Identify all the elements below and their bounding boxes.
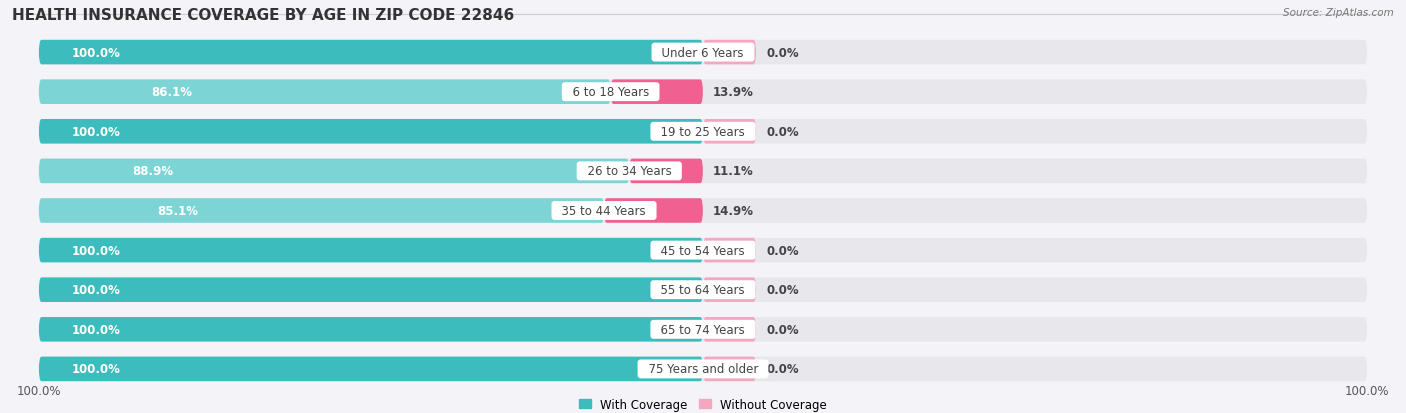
FancyBboxPatch shape <box>39 159 630 184</box>
FancyBboxPatch shape <box>39 120 703 144</box>
FancyBboxPatch shape <box>39 357 703 381</box>
Text: 35 to 44 Years: 35 to 44 Years <box>554 204 654 218</box>
Text: 0.0%: 0.0% <box>766 126 799 138</box>
FancyBboxPatch shape <box>703 120 756 144</box>
Text: 0.0%: 0.0% <box>766 47 799 59</box>
FancyBboxPatch shape <box>39 80 1367 105</box>
Legend: With Coverage, Without Coverage: With Coverage, Without Coverage <box>579 398 827 411</box>
FancyBboxPatch shape <box>610 80 703 105</box>
FancyBboxPatch shape <box>703 41 756 65</box>
Text: Under 6 Years: Under 6 Years <box>655 47 751 59</box>
Text: 0.0%: 0.0% <box>766 283 799 297</box>
Text: 100.0%: 100.0% <box>72 323 121 336</box>
FancyBboxPatch shape <box>39 159 1367 184</box>
FancyBboxPatch shape <box>39 238 1367 263</box>
Text: 100.0%: 100.0% <box>1346 385 1389 397</box>
Text: 75 Years and older: 75 Years and older <box>641 363 765 375</box>
Text: 13.9%: 13.9% <box>713 86 754 99</box>
FancyBboxPatch shape <box>605 199 703 223</box>
Text: 100.0%: 100.0% <box>72 47 121 59</box>
Text: 0.0%: 0.0% <box>766 363 799 375</box>
Text: 100.0%: 100.0% <box>72 244 121 257</box>
FancyBboxPatch shape <box>39 41 703 65</box>
FancyBboxPatch shape <box>39 41 1367 65</box>
Text: 85.1%: 85.1% <box>157 204 198 218</box>
Text: 100.0%: 100.0% <box>72 126 121 138</box>
Text: 55 to 64 Years: 55 to 64 Years <box>654 283 752 297</box>
FancyBboxPatch shape <box>703 238 756 263</box>
Text: 100.0%: 100.0% <box>17 385 60 397</box>
FancyBboxPatch shape <box>39 80 610 105</box>
Text: 0.0%: 0.0% <box>766 323 799 336</box>
FancyBboxPatch shape <box>39 317 1367 342</box>
FancyBboxPatch shape <box>39 317 703 342</box>
Text: HEALTH INSURANCE COVERAGE BY AGE IN ZIP CODE 22846: HEALTH INSURANCE COVERAGE BY AGE IN ZIP … <box>13 7 515 22</box>
Text: 6 to 18 Years: 6 to 18 Years <box>565 86 657 99</box>
Text: 100.0%: 100.0% <box>72 363 121 375</box>
FancyBboxPatch shape <box>630 159 703 184</box>
Text: 86.1%: 86.1% <box>150 86 193 99</box>
Text: 19 to 25 Years: 19 to 25 Years <box>654 126 752 138</box>
FancyBboxPatch shape <box>39 278 1367 302</box>
Text: 0.0%: 0.0% <box>766 244 799 257</box>
FancyBboxPatch shape <box>39 120 1367 144</box>
Text: 26 to 34 Years: 26 to 34 Years <box>579 165 679 178</box>
FancyBboxPatch shape <box>39 238 703 263</box>
FancyBboxPatch shape <box>703 317 756 342</box>
FancyBboxPatch shape <box>39 278 703 302</box>
Text: Source: ZipAtlas.com: Source: ZipAtlas.com <box>1284 7 1393 17</box>
FancyBboxPatch shape <box>39 199 1367 223</box>
Text: 45 to 54 Years: 45 to 54 Years <box>654 244 752 257</box>
FancyBboxPatch shape <box>703 357 756 381</box>
Text: 88.9%: 88.9% <box>132 165 173 178</box>
Text: 11.1%: 11.1% <box>713 165 754 178</box>
FancyBboxPatch shape <box>39 199 605 223</box>
Text: 100.0%: 100.0% <box>72 283 121 297</box>
FancyBboxPatch shape <box>703 278 756 302</box>
Text: 65 to 74 Years: 65 to 74 Years <box>654 323 752 336</box>
FancyBboxPatch shape <box>39 357 1367 381</box>
Text: 14.9%: 14.9% <box>713 204 754 218</box>
